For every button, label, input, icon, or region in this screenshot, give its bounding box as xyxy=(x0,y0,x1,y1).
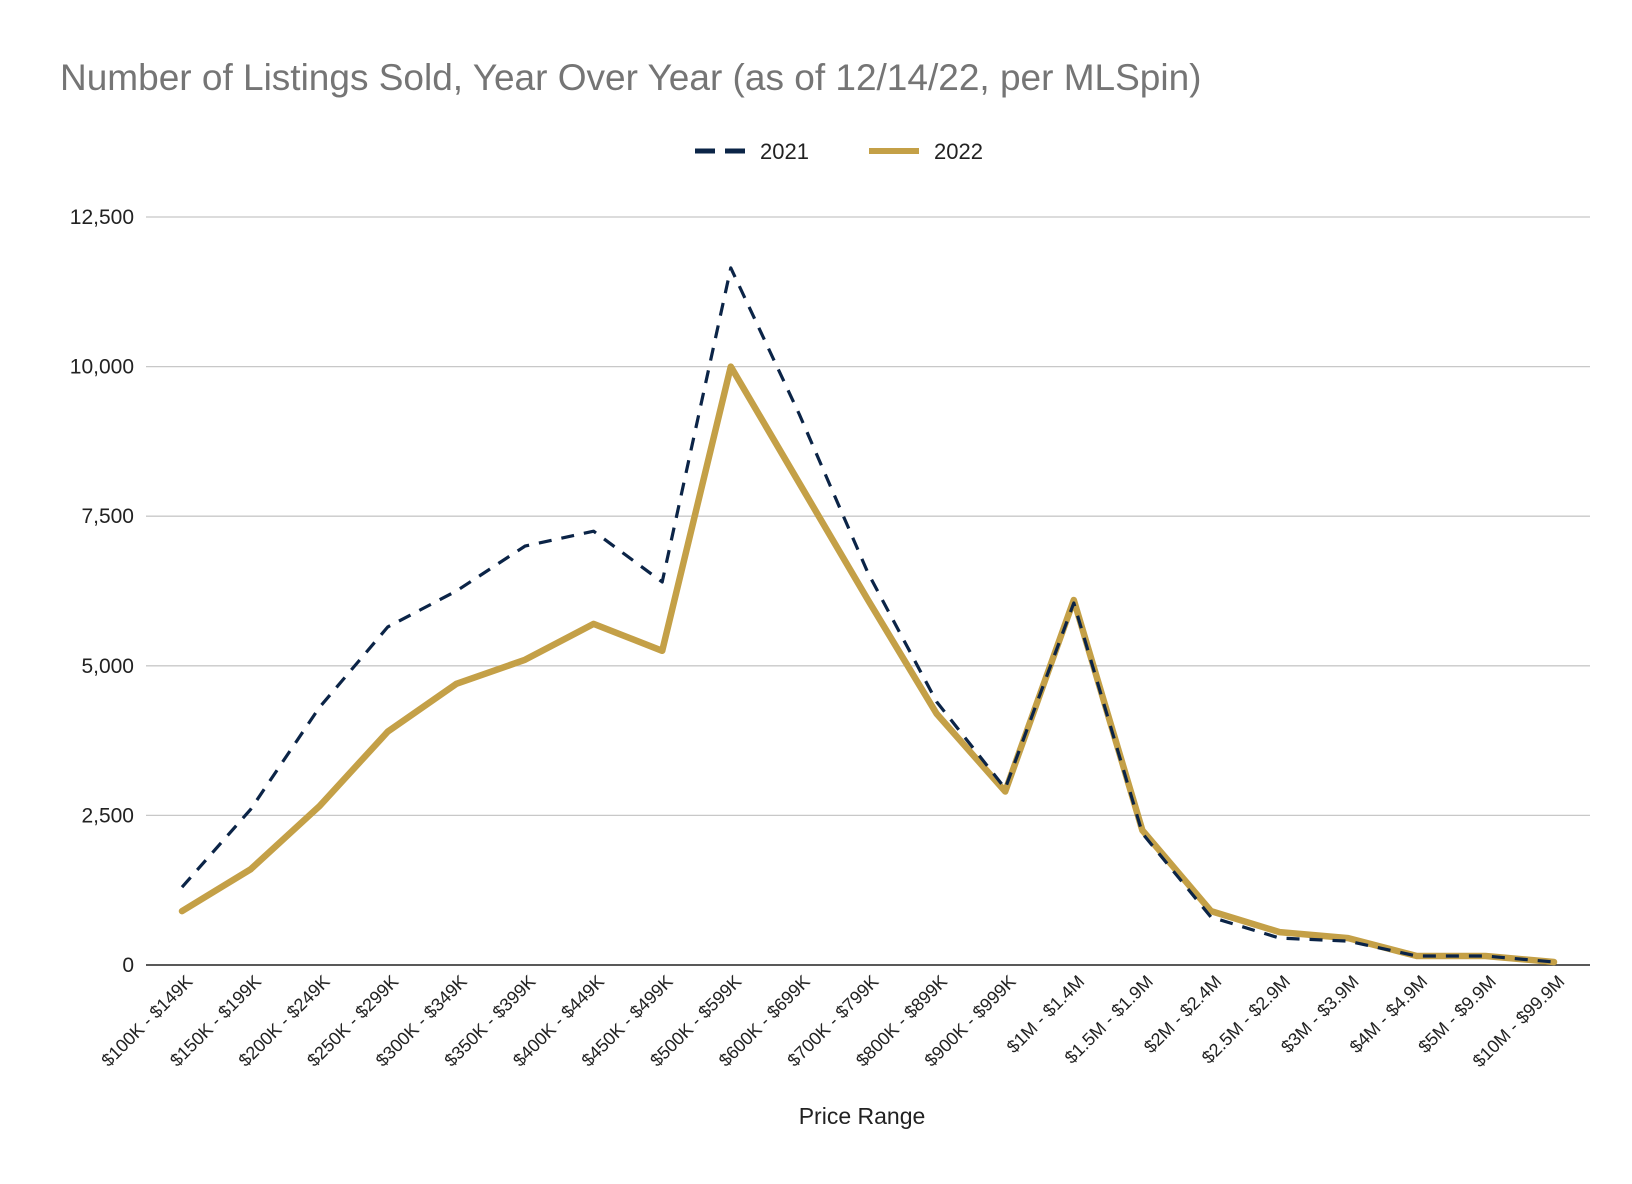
series-line-2022 xyxy=(178,363,1558,966)
y-tick-label: 7,500 xyxy=(81,505,134,528)
legend-item-2021: 2021 xyxy=(695,139,809,164)
series-lines xyxy=(178,266,1558,966)
y-tick-label: 0 xyxy=(122,954,134,977)
legend-label: 2022 xyxy=(934,139,983,164)
gridlines xyxy=(146,216,1590,817)
chart-title: Number of Listings Sold, Year Over Year … xyxy=(60,57,1202,98)
series-line-2021 xyxy=(180,266,1555,964)
legend: 2021 2022 xyxy=(695,139,983,164)
y-tick-label: 2,500 xyxy=(81,804,134,827)
x-axis: $100K - $149K$150K - $199K$200K - $249K$… xyxy=(97,964,1590,1071)
legend-label: 2021 xyxy=(760,139,809,164)
y-axis: 0 2,500 5,000 7,500 10,000 12,500 xyxy=(70,206,134,977)
y-tick-label: 12,500 xyxy=(70,206,134,229)
y-tick-label: 10,000 xyxy=(70,356,134,379)
legend-item-2022: 2022 xyxy=(869,139,983,164)
x-axis-title: Price Range xyxy=(799,1103,926,1129)
y-tick-label: 5,000 xyxy=(81,655,134,678)
